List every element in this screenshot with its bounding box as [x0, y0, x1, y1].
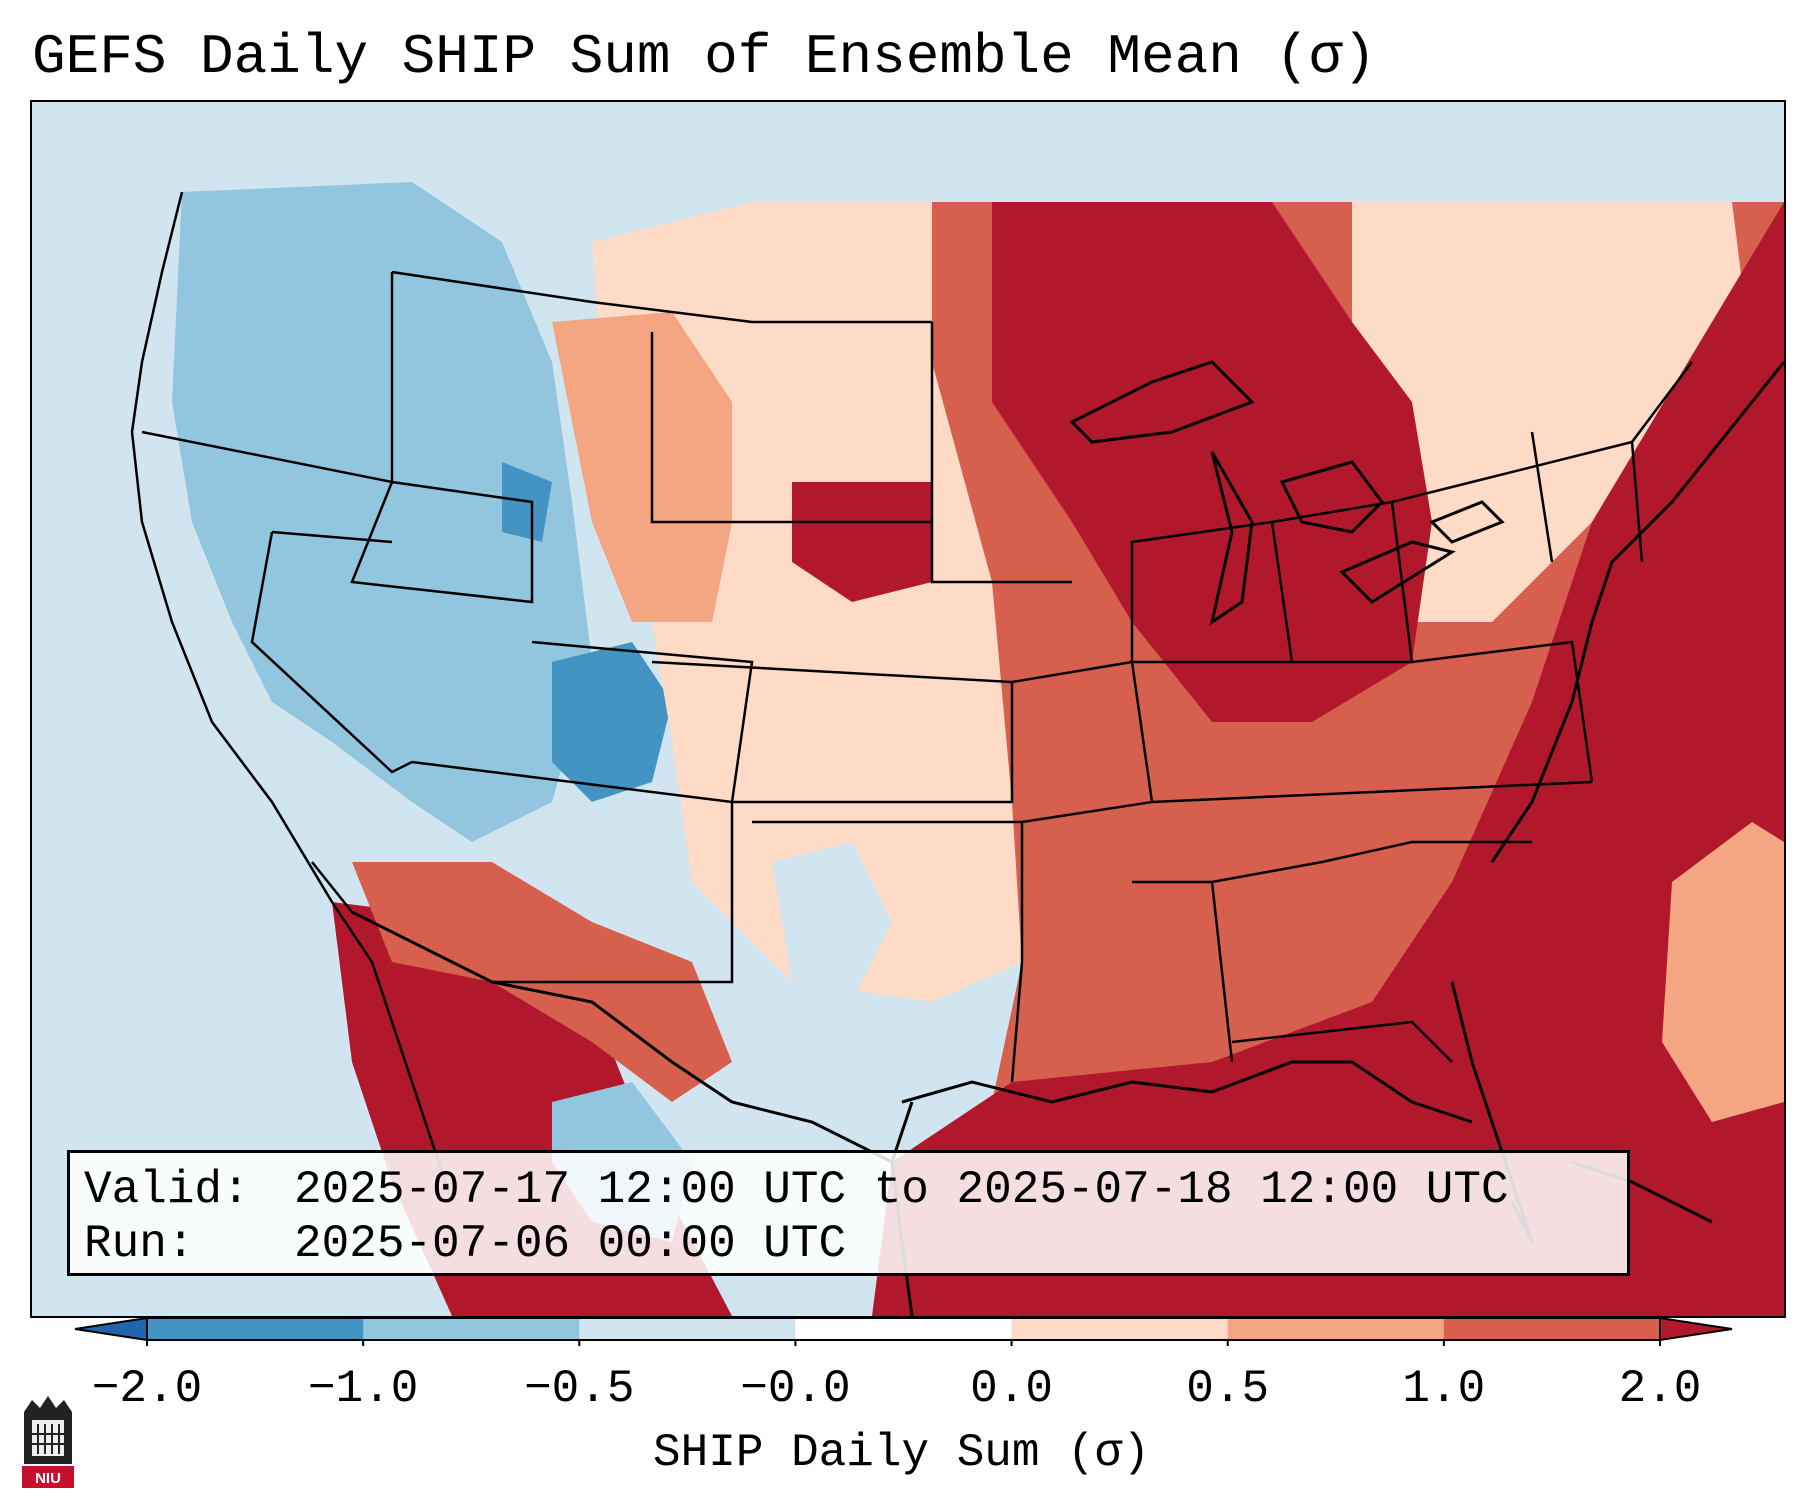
shade-rockies-blue — [552, 642, 672, 802]
colorbar-segment — [1011, 1318, 1229, 1340]
shade-dakotas-dark — [792, 482, 932, 602]
colorbar-extend-high — [1659, 1316, 1733, 1342]
shade-great-lakes-dark — [992, 202, 1432, 722]
run-value: 2025-07-06 00:00 UTC — [294, 1218, 847, 1270]
us-mexico-border — [351, 910, 893, 1164]
colorbar-tick-label: −1.0 — [307, 1363, 419, 1415]
valid-run-info-box: Valid: 2025-07-17 12:00 UTC to 2025-07-1… — [67, 1150, 1630, 1276]
great-lakes — [1069, 360, 1505, 626]
valid-label: Valid: — [84, 1164, 250, 1216]
colorbar-segment — [795, 1318, 1013, 1340]
colorbar-extend-low — [74, 1316, 148, 1342]
colorbar-segment — [147, 1318, 364, 1340]
colorbar-tick-label: −0.0 — [740, 1363, 851, 1415]
valid-row: Valid: 2025-07-17 12:00 UTC to 2025-07-1… — [84, 1163, 1613, 1217]
run-row: Run: 2025-07-06 00:00 UTC — [84, 1217, 1613, 1271]
colorbar-label: SHIP Daily Sum (σ) — [653, 1427, 1150, 1479]
colorbar-segment — [1443, 1318, 1661, 1340]
colorbar-tick-label: −0.5 — [524, 1363, 635, 1415]
colorbar-segments — [74, 1316, 1733, 1346]
colorbar-tick-label: 1.0 — [1402, 1363, 1486, 1415]
shade-texas-light — [772, 842, 892, 1002]
shade-plains-orange — [552, 312, 732, 622]
valid-value: 2025-07-17 12:00 UTC to 2025-07-18 12:00… — [294, 1164, 1509, 1216]
run-label: Run: — [84, 1218, 195, 1270]
map-canvas — [32, 102, 1784, 1316]
colorbar-tick-label: −2.0 — [91, 1363, 203, 1415]
state-boundaries — [130, 191, 1693, 1203]
shade-atlantic-light — [1662, 822, 1784, 1122]
shade-north-light — [1352, 202, 1752, 622]
colorbar — [74, 1316, 1733, 1346]
shade-west-light-blue — [172, 182, 592, 842]
colorbar-tick-label: 0.5 — [1186, 1363, 1270, 1415]
map-title: GEFS Daily SHIP Sum of Ensemble Mean (σ) — [32, 25, 1377, 89]
svg-text:NIU: NIU — [35, 1470, 61, 1487]
colorbar-segment — [363, 1318, 580, 1340]
colorbar-tick-label: 2.0 — [1618, 1363, 1702, 1415]
shade-atlantic-dark — [872, 202, 1784, 1316]
map-panel — [30, 100, 1786, 1318]
colorbar-outline — [146, 1317, 1661, 1341]
colorbar-segment — [1227, 1318, 1445, 1340]
colorbar-segment — [579, 1318, 796, 1340]
niu-logo-icon: NIU — [22, 1396, 74, 1488]
colorbar-tick-label: 0.0 — [970, 1363, 1053, 1415]
